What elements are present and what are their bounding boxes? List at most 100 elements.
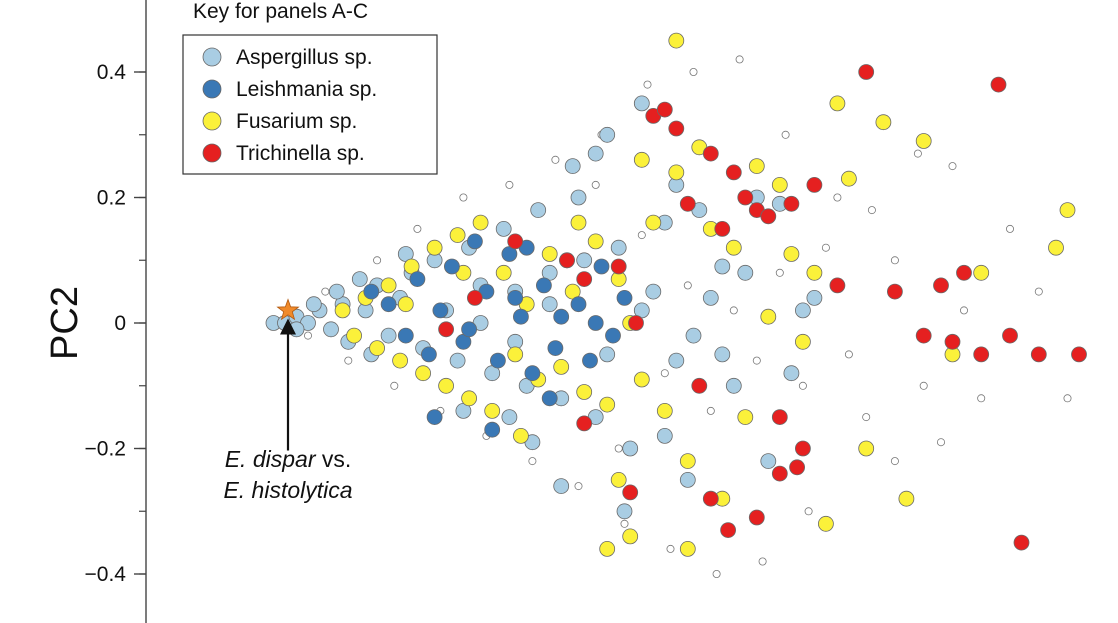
point-trichinella [559,252,575,269]
point-fusarium [783,246,800,262]
background-point [706,406,715,415]
point-aspergillus [599,126,616,143]
point-fusarium [748,158,765,175]
point-aspergillus [656,427,673,444]
point-aspergillus [576,252,593,269]
background-point [960,306,969,315]
y-tick-label: −0.4 [85,563,127,586]
point-leishmania [489,352,506,369]
point-fusarium [484,402,501,419]
point-aspergillus [616,503,633,520]
point-aspergillus [570,189,587,206]
point-fusarium [599,396,616,413]
background-point [620,519,629,528]
point-aspergillus [501,409,518,426]
point-trichinella [466,289,483,306]
point-aspergillus [564,158,581,175]
point-fusarium [795,333,811,350]
background-point [574,482,583,491]
annotation-line1: E. dispar vs. [225,446,352,472]
point-leishmania [553,308,570,325]
y-tick-label: 0.2 [97,187,126,210]
point-leishmania [582,352,598,369]
point-aspergillus [328,283,345,300]
point-aspergillus [622,440,639,457]
point-aspergillus [610,239,627,256]
point-trichinella [628,315,644,331]
point-leishmania [426,409,443,426]
point-aspergillus [599,346,616,363]
point-leishmania [605,327,621,344]
point-fusarium [875,114,892,131]
background-point [689,68,698,77]
point-aspergillus [380,327,397,344]
background-point [890,457,899,466]
annotation-vs: vs. [315,446,351,472]
legend-box [182,34,438,175]
point-trichinella [973,346,990,363]
background-point [528,457,537,466]
background-point [833,193,842,202]
background-point [948,162,957,171]
point-trichinella [714,220,731,237]
background-point [591,180,600,189]
point-aspergillus [351,271,368,288]
point-trichinella [720,522,736,538]
y-tick-label: 0 [114,312,126,335]
point-trichinella [887,283,903,300]
background-point [1006,224,1015,233]
point-fusarium [610,471,627,488]
arrow-head [280,318,296,335]
point-trichinella [679,195,696,212]
point-trichinella [1002,327,1018,344]
point-fusarium [541,246,558,262]
legend-label: Aspergillus sp. [236,46,373,69]
point-aspergillus [702,289,719,306]
point-fusarium [334,302,351,319]
legend-label: Leishmania sp. [236,78,377,101]
point-leishmania [593,258,610,275]
point-aspergillus [633,95,650,112]
point-leishmania [420,346,437,363]
point-fusarium [725,239,742,256]
point-leishmania [466,233,483,250]
background-point [844,350,853,359]
point-fusarium [587,233,604,250]
point-fusarium [656,402,673,419]
background-point [867,206,876,215]
point-leishmania [547,340,564,357]
point-leishmania [587,315,604,331]
background-point [735,55,744,64]
point-trichinella [1030,346,1047,363]
point-fusarium [1059,202,1076,219]
point-fusarium [679,453,696,470]
legend-label: Trichinella sp. [236,142,365,165]
annotation-species-a: E. dispar [225,446,317,472]
point-fusarium [737,409,754,426]
point-trichinella [610,258,627,275]
point-aspergillus [530,202,547,219]
point-fusarium [668,32,685,49]
point-trichinella [760,208,777,225]
point-fusarium [415,365,432,382]
point-leishmania [507,289,524,306]
legend: Key for panels A-C Aspergillus sp. Leishma… [182,0,438,175]
background-point [821,243,830,252]
point-fusarium [818,515,834,532]
point-leishmania [363,283,380,300]
point-aspergillus [668,352,685,369]
point-fusarium [570,214,587,231]
point-aspergillus [587,145,604,162]
point-fusarium [449,227,466,244]
point-aspergillus [795,302,811,319]
point-leishmania [524,365,541,382]
point-leishmania [432,302,449,319]
point-trichinella [858,64,875,80]
point-fusarium [513,427,529,444]
background-point [862,413,871,422]
point-fusarium [392,352,409,369]
point-leishmania [536,277,552,294]
point-fusarium [472,214,489,231]
legend-marker [202,79,222,99]
